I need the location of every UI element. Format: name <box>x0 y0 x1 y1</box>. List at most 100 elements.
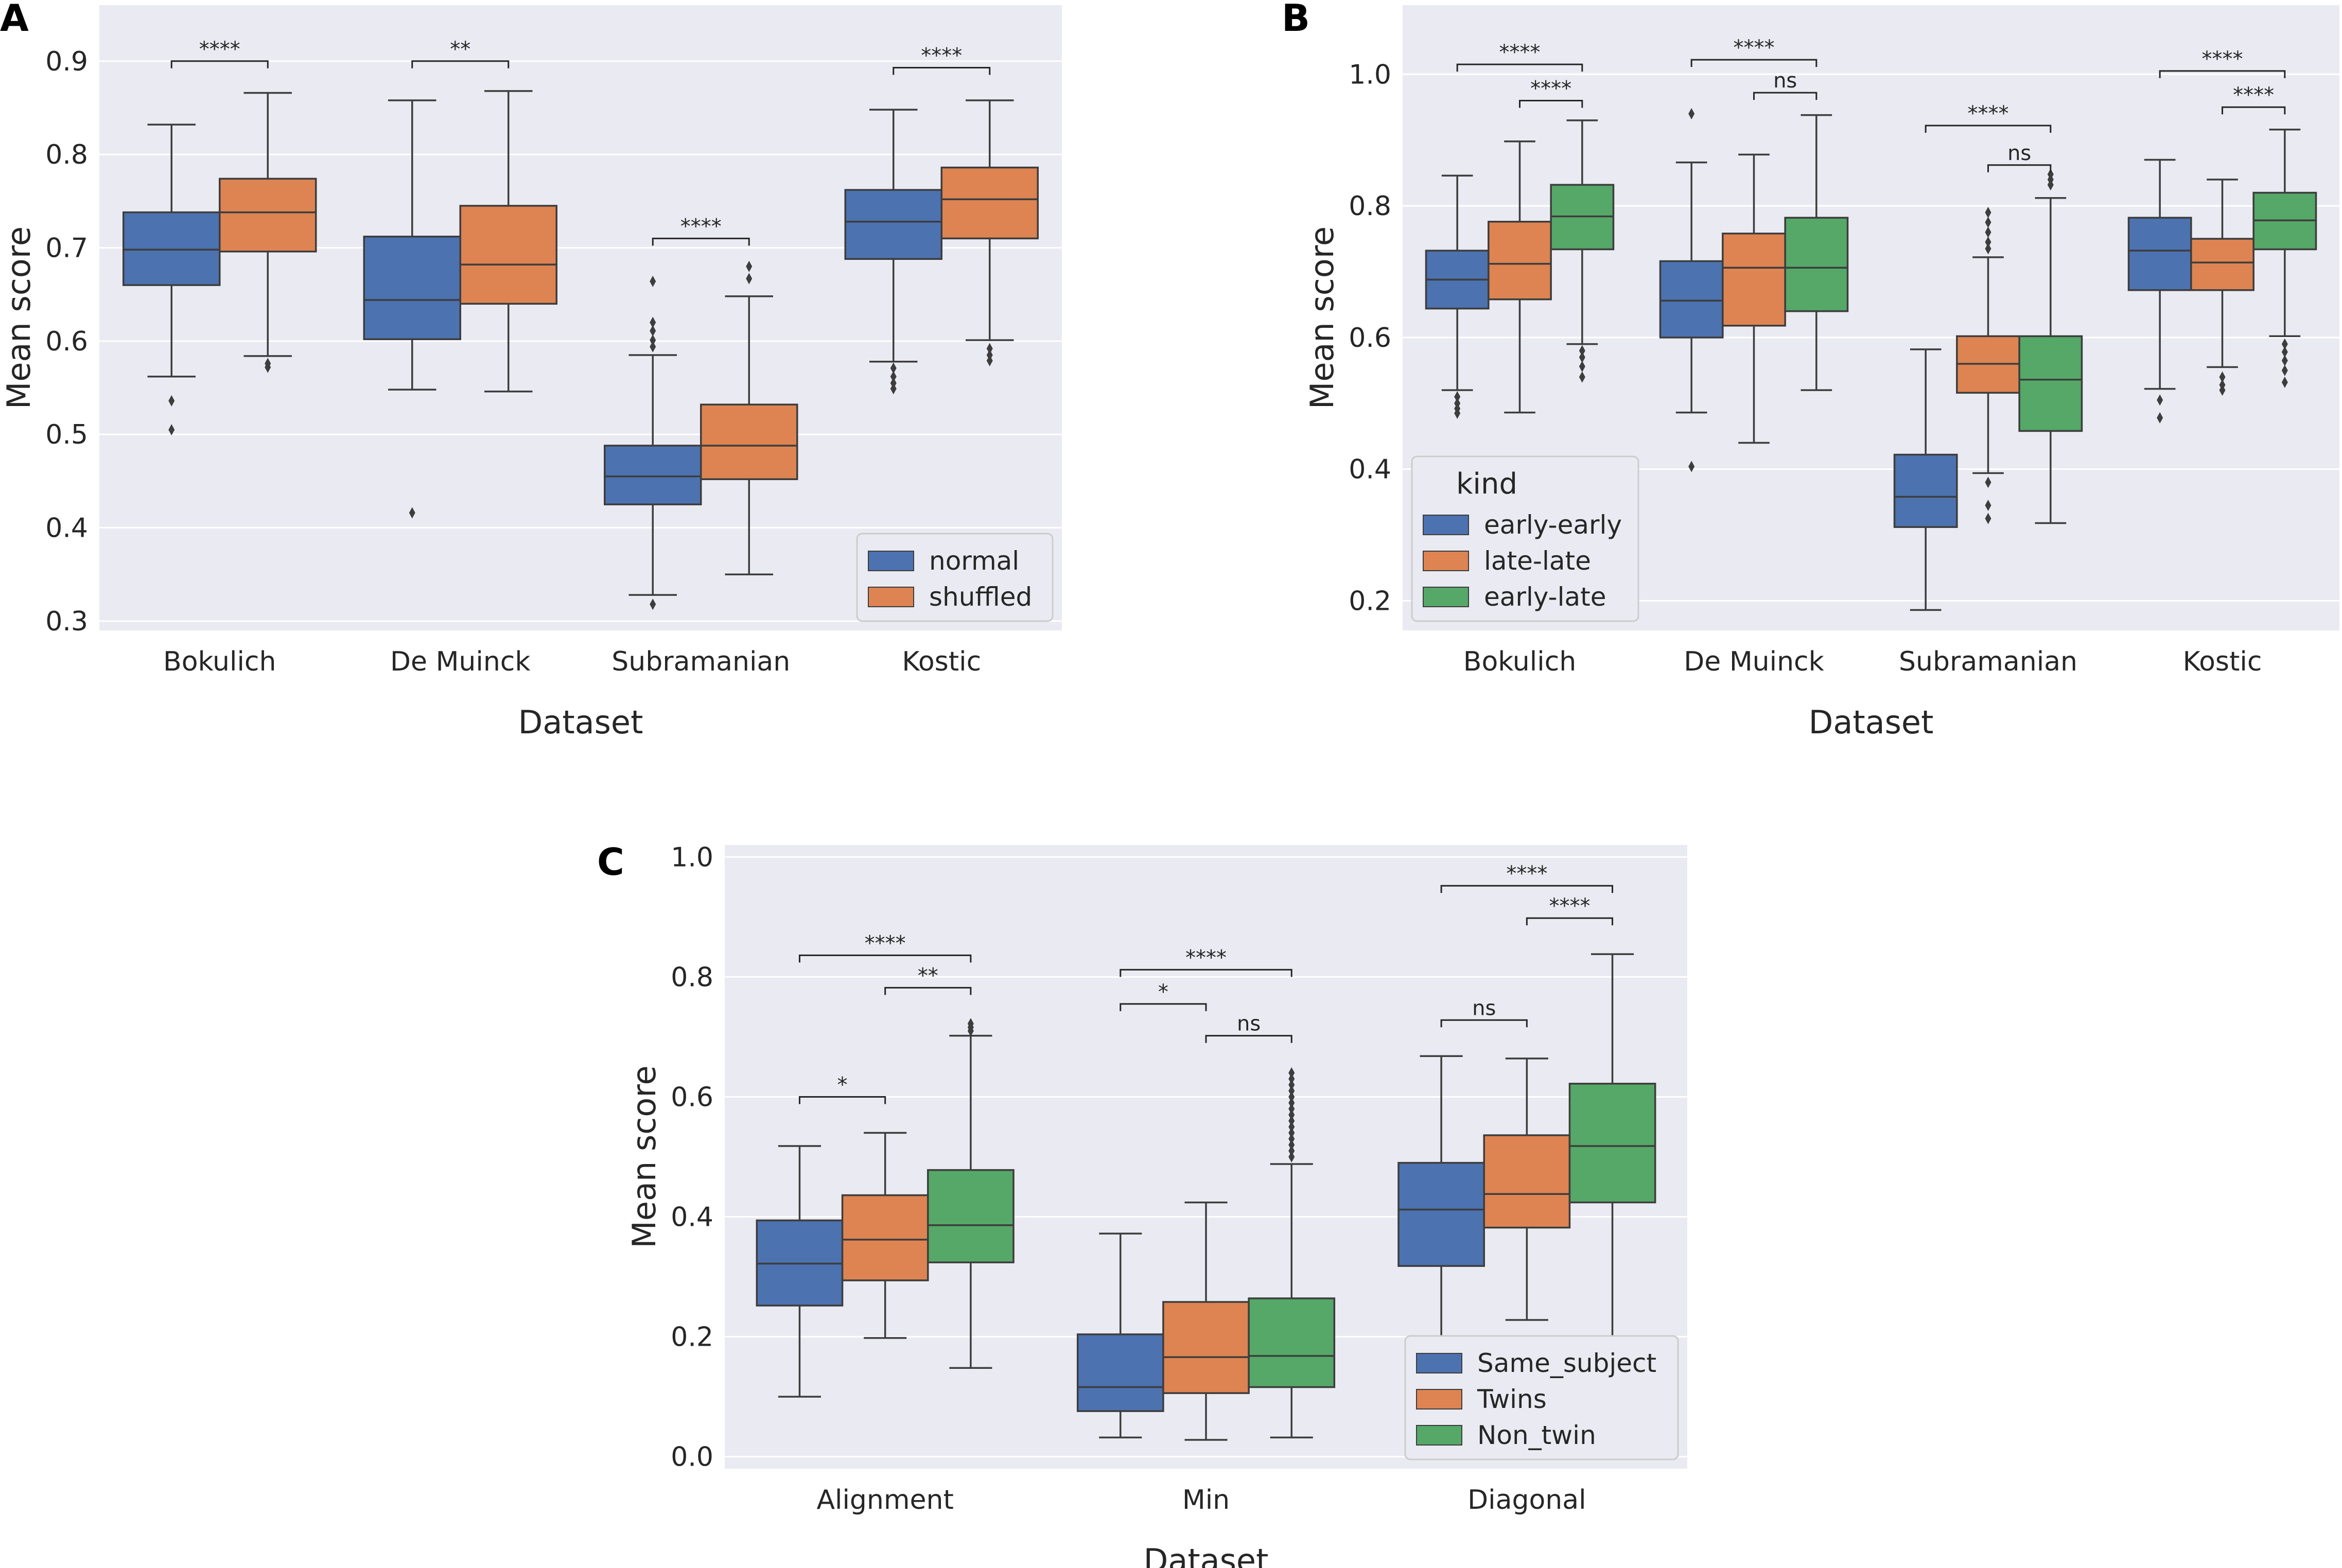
flier-point <box>2157 412 2163 424</box>
legend-label-same_subject: Same_subject <box>1477 1348 1656 1378</box>
box-body <box>1076 1333 1164 1412</box>
significance-bracket <box>1987 164 2052 172</box>
panel-letter: A <box>0 0 29 40</box>
flier-point <box>1288 1127 1295 1139</box>
significance-label: * <box>1158 980 1168 1004</box>
significance-label: ns <box>1237 1012 1261 1036</box>
box-shuffled-subramanian <box>700 260 798 575</box>
flier-point <box>1288 1115 1295 1127</box>
box-body <box>219 178 317 253</box>
legend-title: kind <box>1456 467 1517 501</box>
flier-point <box>2281 355 2288 366</box>
box-normal-de-muinck <box>363 99 461 519</box>
significance-bracket <box>1526 917 1614 926</box>
significance-label: ns <box>1773 69 1797 93</box>
flier-point <box>168 395 175 407</box>
significance-bracket <box>1440 885 1614 893</box>
significance-bracket <box>1925 125 2052 133</box>
flier-point <box>409 507 415 519</box>
flier-point <box>746 260 753 272</box>
significance-label: **** <box>1499 41 1541 64</box>
significance-label: **** <box>199 38 240 61</box>
box-body <box>1659 260 1724 339</box>
box-shuffled-kostic <box>940 99 1039 366</box>
box-normal-subramanian <box>604 275 702 610</box>
box-early-early-subramanian <box>1893 348 1958 611</box>
y-tick-label: 0.8 <box>45 139 88 170</box>
significance-bracket <box>798 954 972 963</box>
flier-point <box>265 361 271 373</box>
box-body <box>459 205 557 305</box>
flier-point <box>1579 361 1585 373</box>
y-tick-label: 0.2 <box>671 1322 713 1353</box>
legend-swatch-early-early <box>1423 515 1469 535</box>
flier-point <box>1985 243 1991 255</box>
box-body <box>2018 335 2083 432</box>
box-twins-min <box>1162 1201 1250 1441</box>
significance-bracket <box>411 60 510 68</box>
flier-point <box>1985 500 1991 511</box>
y-tick-label: 0.3 <box>45 606 88 637</box>
x-axis-title: Dataset <box>1809 703 1934 741</box>
flier-point <box>1288 1091 1295 1103</box>
flier-point <box>1688 461 1695 472</box>
legend-swatch-late-late <box>1423 551 1469 571</box>
y-tick-label: 0.6 <box>671 1082 713 1113</box>
box-non_twin-min <box>1248 1067 1336 1439</box>
flier-point <box>967 1025 974 1037</box>
flier-point <box>650 325 656 337</box>
flier-point <box>986 343 993 355</box>
box-non_twin-diagonal <box>1568 953 1656 1338</box>
x-tick-label: Kostic <box>902 646 981 677</box>
flier-point <box>1579 351 1585 363</box>
flier-point <box>1985 206 1991 218</box>
box-late-late-bokulich <box>1488 140 1552 414</box>
box-shuffled-bokulich <box>219 92 317 373</box>
legend-swatch-early-late <box>1423 587 1469 607</box>
flier-point <box>1288 1145 1295 1157</box>
flier-point <box>890 362 897 374</box>
significance-label: **** <box>921 44 962 68</box>
flier-point <box>1288 1133 1295 1145</box>
x-tick-label: Bokulich <box>1463 646 1576 677</box>
significance-bracket <box>798 1096 886 1104</box>
legend-swatch-same_subject <box>1416 1353 1462 1373</box>
box-body <box>1568 1083 1656 1204</box>
box-body <box>1722 233 1786 327</box>
significance-bracket <box>170 60 269 68</box>
box-early-late-de-muinck <box>1784 114 1849 391</box>
box-late-late-kostic <box>2190 179 2254 396</box>
y-tick-label: 0.4 <box>1349 454 1391 485</box>
legend-label-early-late: early-late <box>1484 582 1606 612</box>
x-tick-label: Kostic <box>2183 646 2262 677</box>
box-early-late-bokulich <box>1550 119 1615 383</box>
flier-point <box>1288 1103 1295 1115</box>
flier-point <box>1454 391 1461 402</box>
flier-point <box>650 341 656 353</box>
flier-point <box>2157 394 2163 406</box>
x-tick-label: De Muinck <box>390 646 531 677</box>
flier-point <box>1288 1073 1295 1085</box>
legend: kind early-early late-late early-late <box>1411 455 1639 622</box>
box-body <box>363 235 461 340</box>
flier-point <box>2281 364 2288 376</box>
significance-label: * <box>837 1073 848 1097</box>
flier-point <box>650 334 656 346</box>
box-non_twin-alignment <box>927 1018 1015 1369</box>
flier-point <box>1985 226 1991 238</box>
x-tick-label: De Muinck <box>1684 646 1824 677</box>
box-body <box>700 403 798 480</box>
panel-a: A 0.3 0.4 0.5 0.6 0.7 0.8 0.9 Bokulich De Muinck S… <box>0 0 1062 741</box>
box-body <box>1784 217 1849 312</box>
panel-c: C 0.0 0.2 0.4 0.6 0.8 1.0 Alignment Min Diagonal D… <box>597 840 1687 1568</box>
box-body <box>927 1169 1015 1263</box>
significance-bracket <box>1519 99 1583 108</box>
significance-bracket <box>1440 1019 1528 1028</box>
box-body <box>2190 238 2254 291</box>
significance-label: **** <box>1530 77 1571 100</box>
legend-frame <box>1411 455 1639 622</box>
flier-point <box>1688 108 1695 120</box>
legend: Same_subject Twins Non_twin <box>1404 1335 1679 1460</box>
y-axis-title: Mean score <box>0 226 38 409</box>
